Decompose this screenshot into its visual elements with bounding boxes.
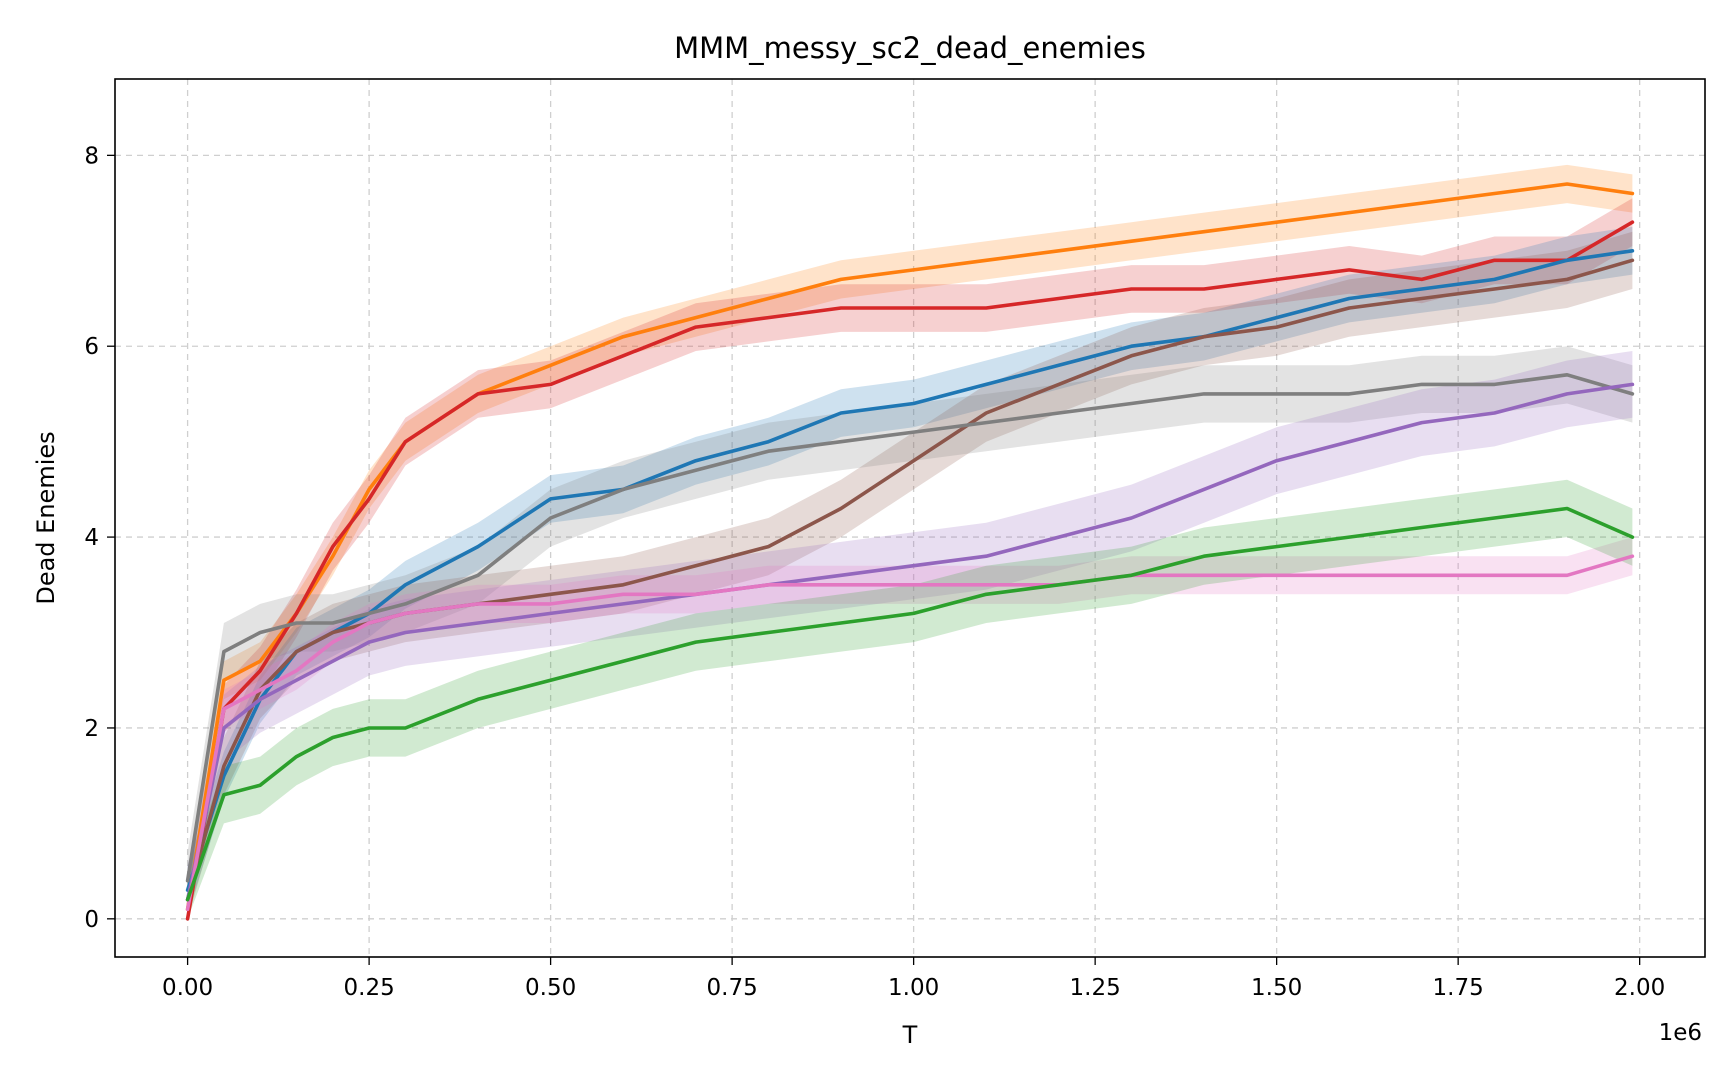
series-band-2 — [187, 198, 1633, 919]
series-line-8 — [185, 506, 1635, 902]
x-tick-label: 0.00 — [162, 975, 213, 1001]
x-tick-label: 1.25 — [1070, 975, 1121, 1001]
y-tick-label: 8 — [84, 143, 99, 169]
y-tick-label: 6 — [84, 334, 99, 360]
series-lines — [185, 182, 1635, 921]
chart-title: MMM_messy_sc2_dead_enemies — [674, 31, 1146, 65]
series-line-5 — [185, 372, 1635, 883]
y-tick-label: 4 — [84, 525, 99, 551]
x-tick-label: 1.75 — [1433, 975, 1484, 1001]
axis-ticks: 0.00 0.25 0.50 0.75 1.00 1.25 1.50 1.75 2.00 0 2 4 6… — [84, 143, 1665, 1001]
x-tick-label: 0.25 — [344, 975, 395, 1001]
series-band-1 — [187, 164, 1633, 919]
series-band-5 — [187, 346, 1633, 910]
x-axis-label: T — [902, 1021, 918, 1049]
y-tick-label: 2 — [84, 716, 99, 742]
series-band-6 — [187, 351, 1633, 919]
y-axis-label: Dead Enemies — [32, 431, 60, 604]
x-tick-label: 0.50 — [525, 975, 576, 1001]
x-axis-offset-label: 1e6 — [1659, 1020, 1702, 1046]
series-band-4 — [187, 231, 1633, 919]
plot-frame — [114, 78, 1706, 958]
series-line-4 — [185, 258, 1635, 902]
series-line-6 — [185, 382, 1635, 902]
x-tick-label: 1.50 — [1251, 975, 1302, 1001]
series-band-3 — [187, 226, 1633, 915]
x-tick-label: 2.00 — [1614, 975, 1665, 1001]
series-line-7 — [185, 554, 1635, 912]
series-line-2 — [185, 220, 1635, 921]
series-line-1 — [185, 182, 1635, 912]
y-tick-label: 0 — [84, 907, 99, 933]
x-tick-label: 1.00 — [888, 975, 939, 1001]
x-tick-label: 0.75 — [707, 975, 758, 1001]
